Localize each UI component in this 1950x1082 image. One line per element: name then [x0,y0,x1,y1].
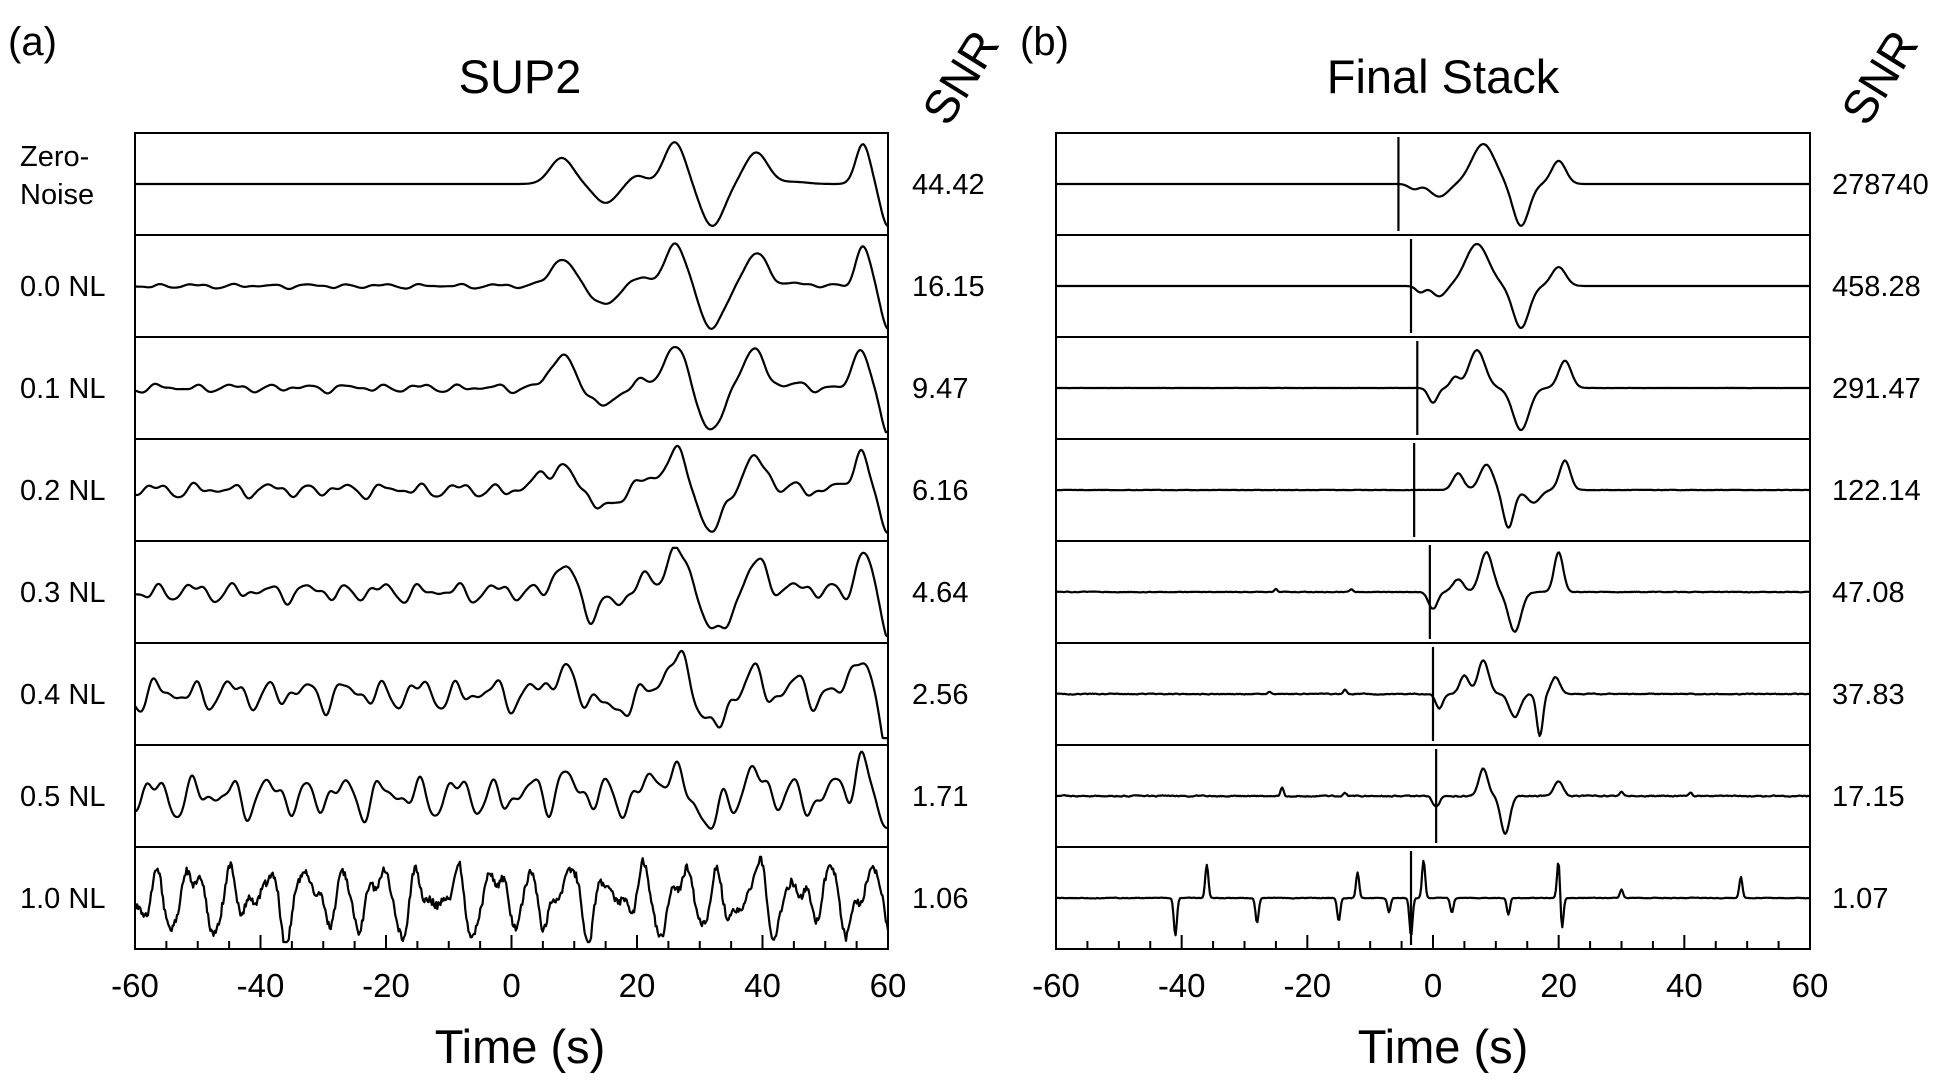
snr-value: 37.83 [1832,679,1905,711]
snr-value: 17.15 [1832,781,1905,813]
snr-value: 44.42 [912,169,985,201]
panel-a-letter: (a) [8,20,57,64]
x-tick-label: 0 [502,967,520,1004]
snr-value: 2.56 [912,679,968,711]
snr-value: 458.28 [1832,271,1921,303]
snr-value: 122.14 [1832,475,1921,507]
waveform-trace [1055,459,1811,529]
x-tick-label: -60 [1032,967,1080,1004]
x-tick-label: -20 [1283,967,1331,1004]
panel-b-letter: (b) [1020,20,1069,64]
x-tick-label: 60 [870,967,907,1004]
snr-value: 1.71 [912,781,968,813]
waveform-trace [134,242,889,330]
x-tick-label: 40 [1666,967,1703,1004]
x-tick-label: -40 [237,967,285,1004]
row-label: 0.5 NL [20,781,105,813]
x-tick-label: 20 [619,967,656,1004]
waveform-trace [1055,859,1811,937]
row-label: 0.4 NL [20,679,105,711]
row-label: 1.0 NL [20,883,105,915]
x-tick-label: -60 [111,967,159,1004]
waveform-trace [134,750,889,830]
waveform-trace [1055,349,1811,432]
panel-a-rows: Zero- Noise 44.42 0.0 NL 16.15 0.1 NL 9.47 0.2 … [20,132,985,950]
snr-value: 1.07 [1832,883,1888,915]
panel-a-snr-header: SNR [912,21,1010,133]
panel-b: (b) Final Stack SNR 278740 458.28 291.47 12… [1020,20,1929,1073]
waveform-trace [1055,242,1811,329]
x-tick-label: -40 [1158,967,1206,1004]
trace-frame [134,438,889,542]
snr-value: 6.16 [912,475,968,507]
panel-a: (a) SUP2 SNR Zero- Noise 44.42 0.0 NL 16.15 0… [8,20,1009,1073]
waveform-trace [1055,767,1811,836]
x-tick-label: 40 [744,967,781,1004]
snr-value: 278740 [1832,169,1929,201]
panel-a-x-axis-label: Time (s) [435,1020,606,1073]
panel-b-title: Final Stack [1327,50,1560,103]
row-label: 0.2 NL [20,475,105,507]
row-label: Zero- [20,141,89,173]
x-tick-label: 60 [1792,967,1829,1004]
panel-b-rows: 278740 458.28 291.47 122.14 47.08 37.83 17.15 1… [1055,132,1929,950]
waveform-trace [1055,143,1811,227]
snr-value: 291.47 [1832,373,1921,405]
panel-b-x-axis-label: Time (s) [1358,1020,1529,1073]
row-label: Noise [20,179,94,211]
x-tick-label: 0 [1424,967,1442,1004]
row-label: 0.1 NL [20,373,105,405]
panel-a-title: SUP2 [459,50,582,103]
waveform-trace [134,649,889,740]
waveform-trace [134,444,889,534]
waveform-trace [1055,550,1811,633]
snr-value: 16.15 [912,271,985,303]
waveform-trace [133,855,890,944]
waveform-trace [134,346,889,434]
panel-a-x-axis: -60 -40 -20 0 20 40 60 [111,935,906,1004]
x-tick-label: 20 [1540,967,1577,1004]
x-tick-label: -20 [362,967,410,1004]
trace-frame [134,642,889,746]
row-label: 0.3 NL [20,577,105,609]
snr-value: 1.06 [912,883,968,915]
row-label: 0.0 NL [20,271,105,303]
snr-value: 4.64 [912,577,968,609]
waveform-trace [135,141,889,227]
snr-value: 9.47 [912,373,968,405]
snr-value: 47.08 [1832,577,1905,609]
waveform-trace [134,546,889,638]
panel-b-snr-header: SNR [1831,21,1929,133]
panel-b-x-axis: -60 -40 -20 0 20 40 60 [1032,935,1828,1004]
trace-frame [134,744,889,848]
